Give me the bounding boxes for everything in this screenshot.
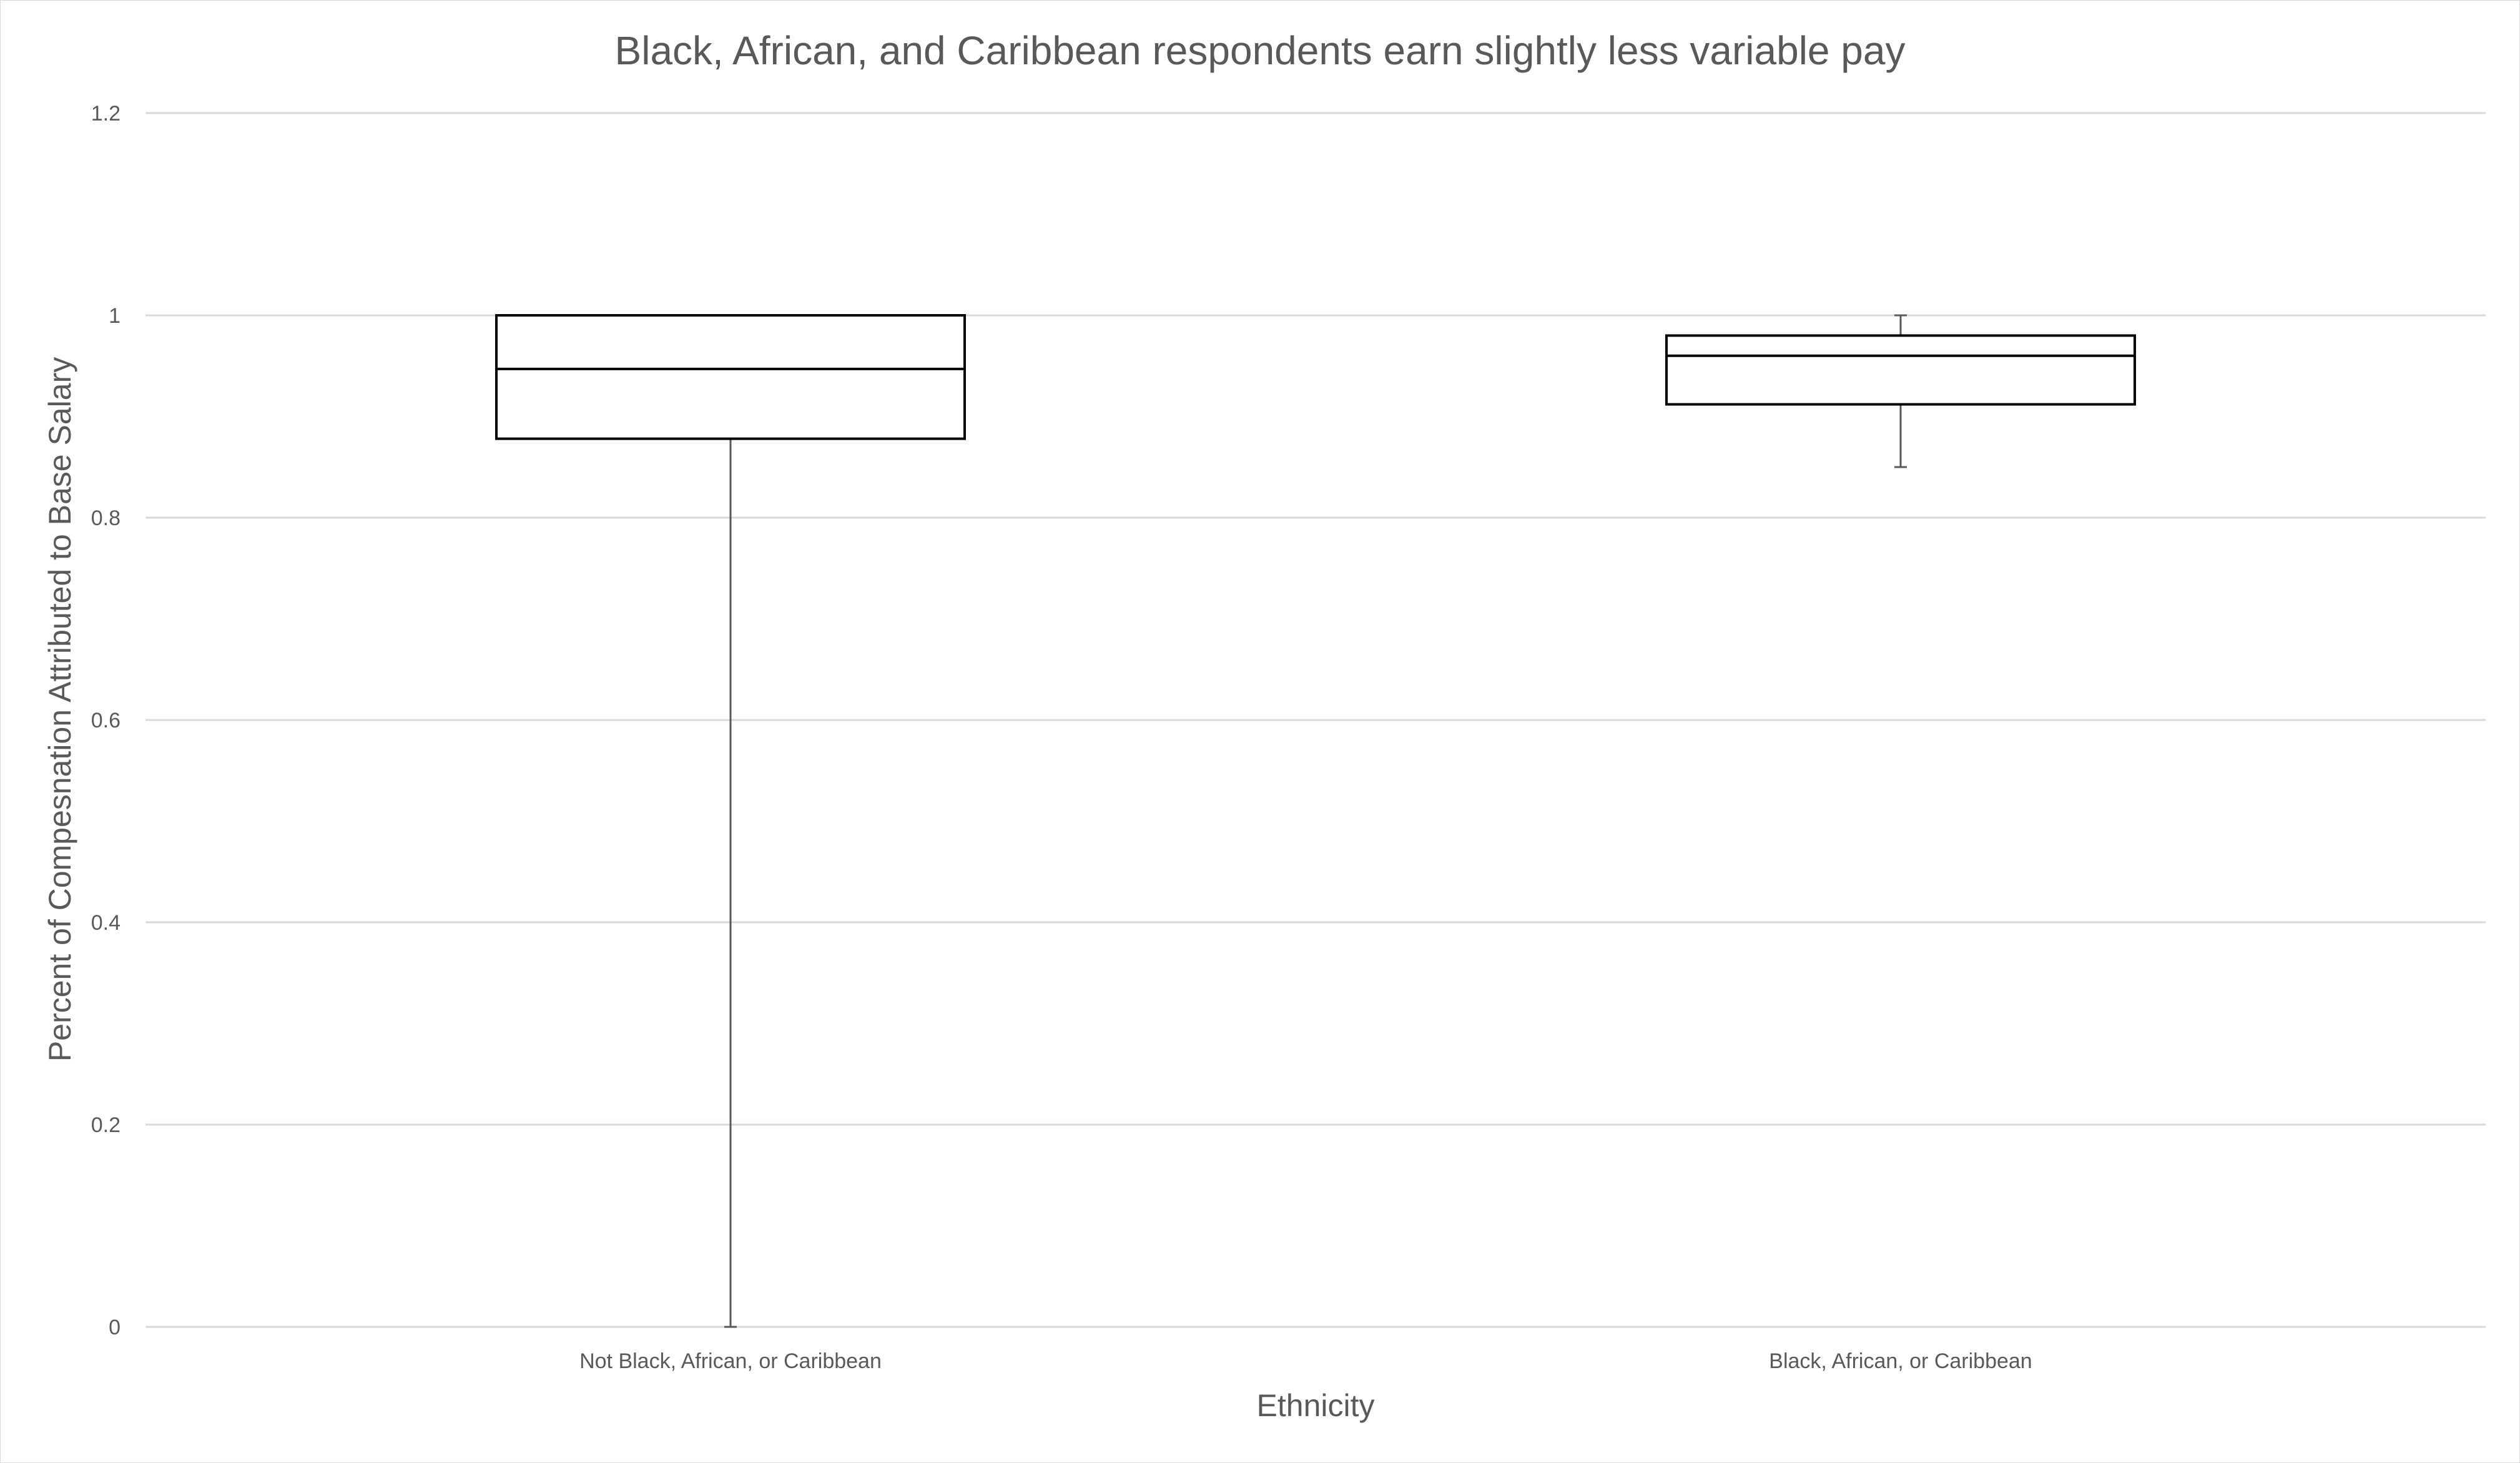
y-tick-label: 1.2 — [91, 102, 121, 126]
interquartile-box — [1665, 334, 2136, 406]
y-tick-label: 1 — [109, 304, 121, 328]
y-tick-label: 0 — [109, 1316, 121, 1339]
box-series — [495, 314, 2136, 1328]
x-axis-categories: Not Black, African, or Caribbean Black, A… — [579, 1349, 2032, 1373]
y-tick-label: 0.2 — [91, 1113, 121, 1137]
y-axis-title: Percent of Compesnation Attributed to Ba… — [42, 357, 77, 1062]
y-axis-ticks: 0 0.2 0.4 0.6 0.8 1 1.2 — [91, 102, 121, 1339]
box-item — [495, 314, 966, 1328]
box-item — [1665, 314, 2136, 468]
y-tick-label: 0.6 — [91, 709, 121, 732]
x-category-label: Black, African, or Caribbean — [1769, 1349, 2032, 1373]
y-tick-label: 0.8 — [91, 506, 121, 530]
y-tick-label: 0.4 — [91, 911, 121, 935]
gridlines — [145, 112, 2486, 1328]
x-axis-title: Ethnicity — [1257, 1388, 1375, 1423]
interquartile-box — [495, 314, 966, 440]
chart-title: Black, African, and Caribbean respondent… — [615, 28, 1906, 73]
x-category-label: Not Black, African, or Caribbean — [579, 1349, 882, 1373]
